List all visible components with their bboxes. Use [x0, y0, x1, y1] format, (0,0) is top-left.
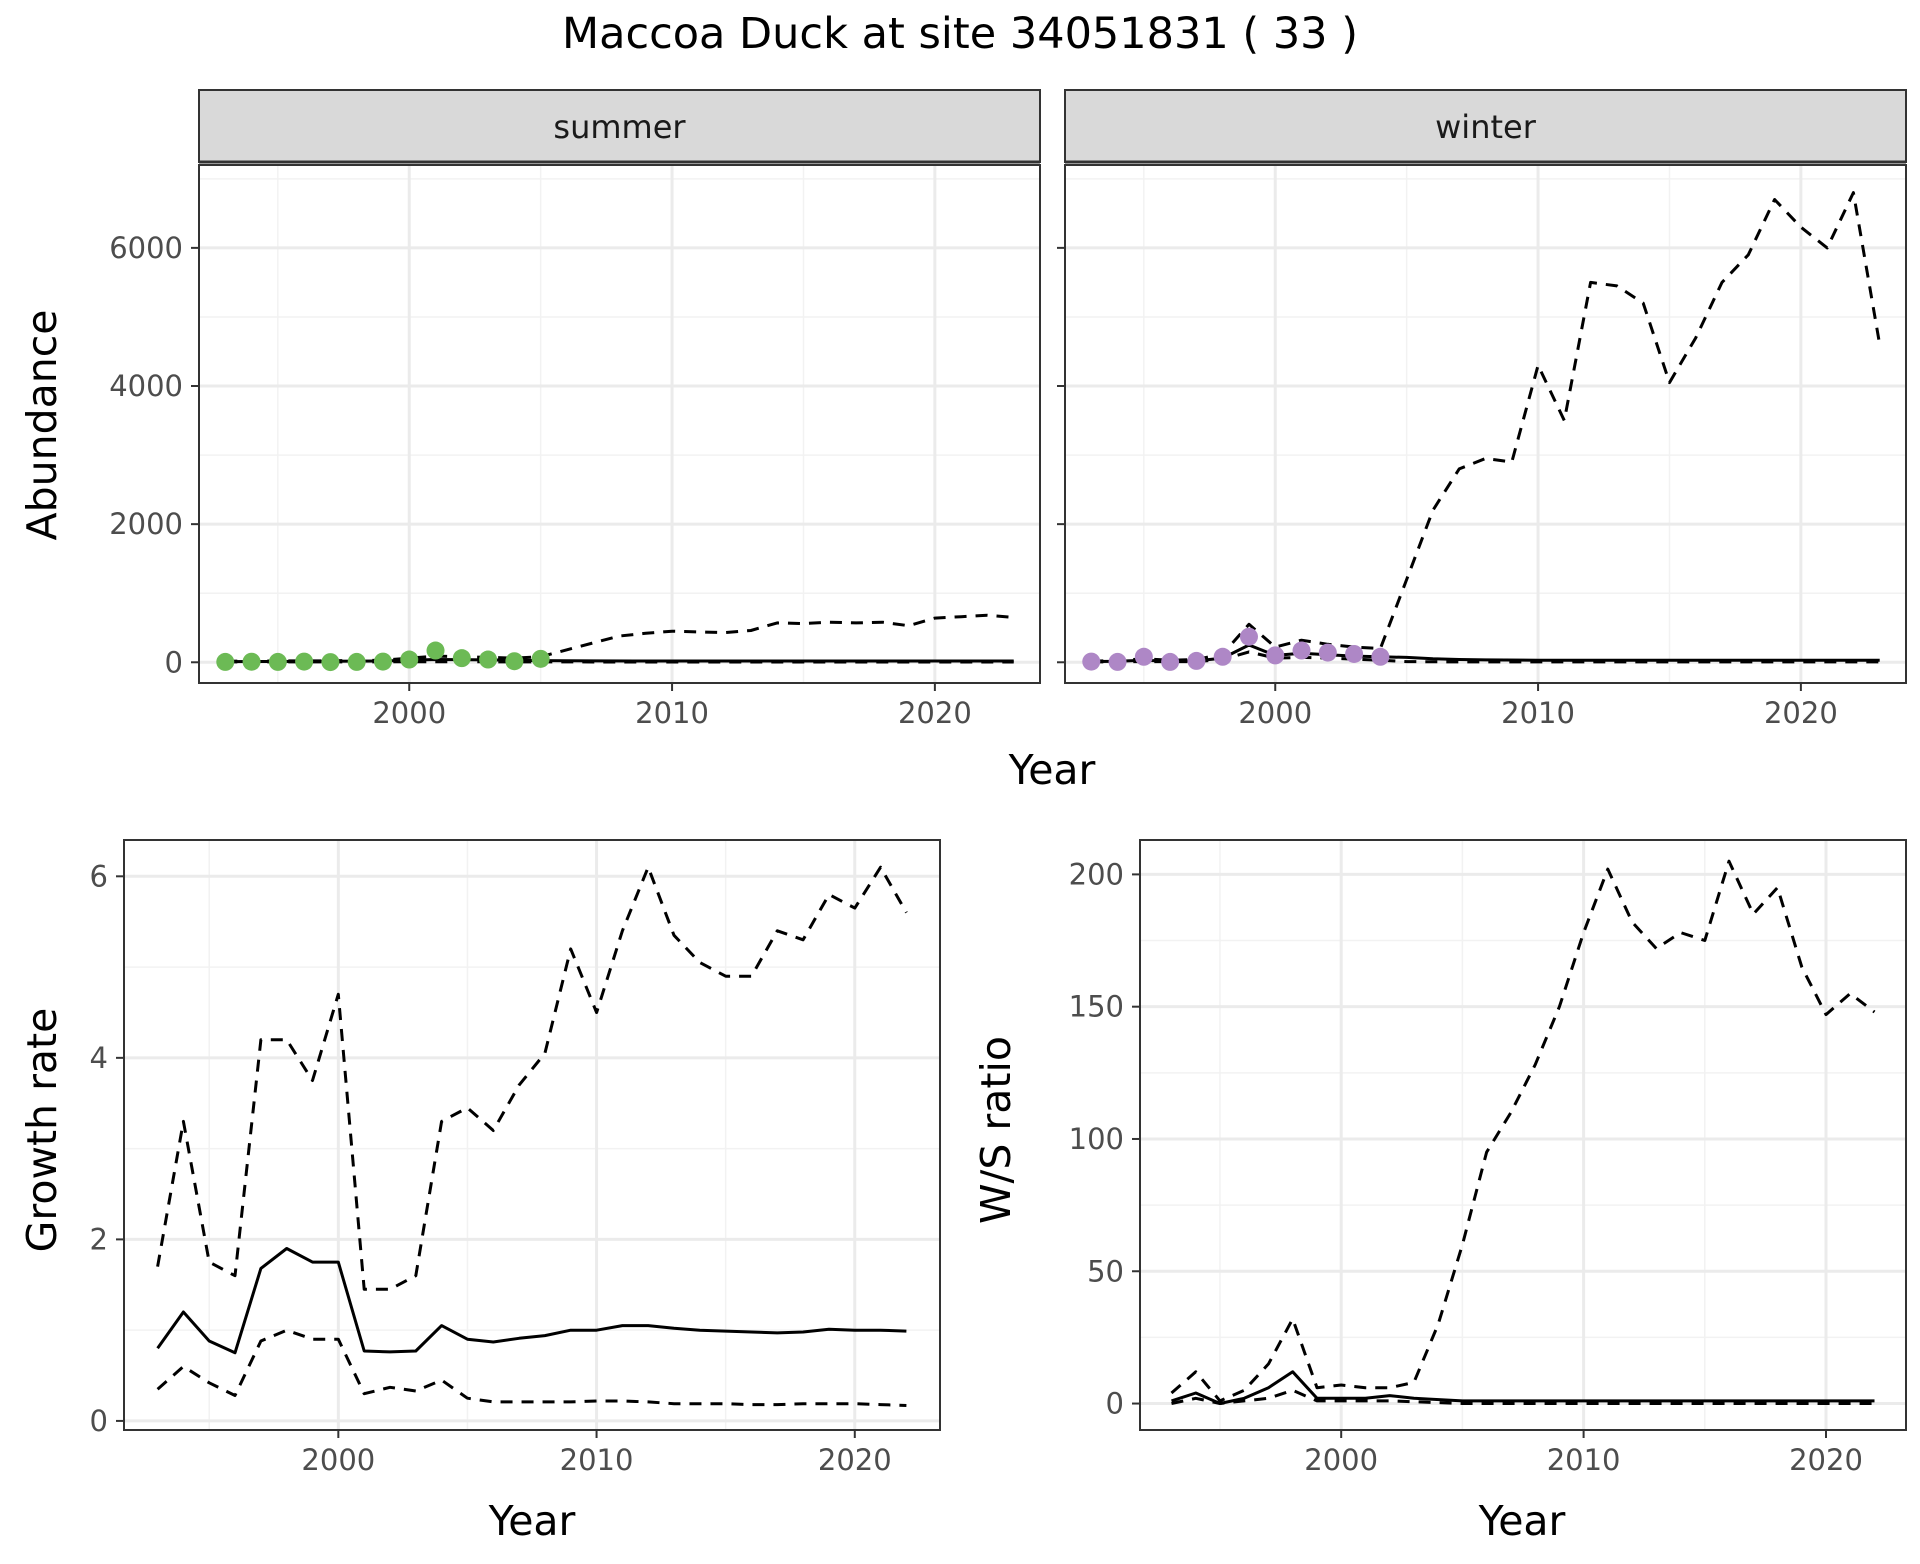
data-point-summer [532, 650, 550, 668]
top-xlabel: Year [1008, 746, 1096, 794]
data-point-summer [295, 653, 313, 671]
y-tick-label: 150 [1069, 990, 1124, 1024]
series-line-ratio-0 [1172, 1372, 1875, 1404]
data-point-summer [505, 652, 523, 670]
y-tick-label: 50 [1087, 1254, 1124, 1288]
data-point-winter [1319, 644, 1337, 662]
data-point-winter [1293, 642, 1311, 660]
data-point-winter [1082, 653, 1100, 671]
panel-border-summer [199, 165, 1040, 683]
data-point-winter [1371, 648, 1389, 666]
data-point-summer [216, 653, 234, 671]
data-point-summer [269, 653, 287, 671]
ratio-ylabel: W/S ratio [972, 1036, 1020, 1224]
panel-winter: winter 2000 2010 2020 [1057, 90, 1906, 730]
panel-border-growth [124, 840, 940, 1430]
series-line-winter-0 [1091, 645, 1879, 662]
x-tick-label: 2010 [1501, 696, 1575, 730]
x-tick-label: 2020 [1789, 1443, 1863, 1477]
data-point-summer [427, 642, 445, 660]
facet-strip-label-winter: winter [1435, 108, 1537, 146]
data-point-summer [321, 653, 339, 671]
data-point-summer [243, 653, 261, 671]
y-tick-label: 0 [165, 645, 183, 679]
y-tick-label: 4000 [109, 369, 183, 403]
y-tick-label: 200 [1069, 857, 1124, 891]
series-line-growth-2 [158, 1330, 907, 1405]
series-line-summer-0 [225, 660, 1013, 662]
figure-title: Maccoa Duck at site 34051831 ( 33 ) [562, 9, 1358, 59]
panel-border-ratio [1140, 840, 1906, 1430]
growth-xlabel: Year [488, 1497, 576, 1545]
panel-ratio: 2000 2010 2020 0 50 100 150 200 [1069, 840, 1906, 1477]
y-tick-label: 0 [90, 1404, 108, 1438]
y-tick-label: 2000 [109, 507, 183, 541]
ratio-xlabel: Year [1478, 1497, 1566, 1545]
panel-summer: summer 2000 2010 2020 0 2000 4000 6000 [109, 90, 1040, 730]
data-point-winter [1109, 653, 1127, 671]
data-point-summer [374, 653, 392, 671]
data-point-winter [1266, 646, 1284, 664]
x-tick-label: 2000 [1238, 696, 1312, 730]
facet-strip-label-summer: summer [553, 108, 686, 146]
panel-growth: 2000 2010 2020 0 2 4 6 [90, 840, 940, 1477]
series-line-winter-1 [1091, 193, 1879, 662]
data-point-winter [1135, 648, 1153, 666]
x-tick-label: 2000 [301, 1443, 375, 1477]
x-tick-label: 2000 [372, 696, 446, 730]
data-point-winter [1187, 652, 1205, 670]
y-tick-label: 100 [1069, 1122, 1124, 1156]
panel-border-winter [1065, 165, 1906, 683]
data-point-winter [1240, 628, 1258, 646]
x-tick-label: 2020 [898, 696, 972, 730]
y-tick-label: 0 [1106, 1387, 1124, 1421]
data-point-summer [348, 653, 366, 671]
x-tick-label: 2020 [818, 1443, 892, 1477]
top-ylabel: Abundance [18, 310, 66, 541]
data-point-winter [1214, 648, 1232, 666]
y-tick-label: 4 [90, 1041, 108, 1075]
data-point-summer [479, 651, 497, 669]
y-tick-label: 2 [90, 1222, 108, 1256]
y-tick-label: 6000 [109, 231, 183, 265]
x-tick-label: 2010 [1547, 1443, 1621, 1477]
series-line-growth-0 [158, 1249, 907, 1353]
y-tick-label: 6 [90, 859, 108, 893]
data-point-summer [453, 649, 471, 667]
series-line-ratio-1 [1172, 861, 1875, 1401]
data-point-winter [1161, 653, 1179, 671]
x-tick-label: 2010 [635, 696, 709, 730]
data-point-winter [1345, 645, 1363, 663]
data-point-summer [400, 651, 418, 669]
x-tick-label: 2000 [1304, 1443, 1378, 1477]
growth-ylabel: Growth rate [18, 1008, 66, 1253]
series-line-growth-1 [158, 867, 907, 1289]
series-line-summer-1 [225, 615, 1013, 661]
x-tick-label: 2020 [1764, 696, 1838, 730]
x-tick-label: 2010 [560, 1443, 634, 1477]
